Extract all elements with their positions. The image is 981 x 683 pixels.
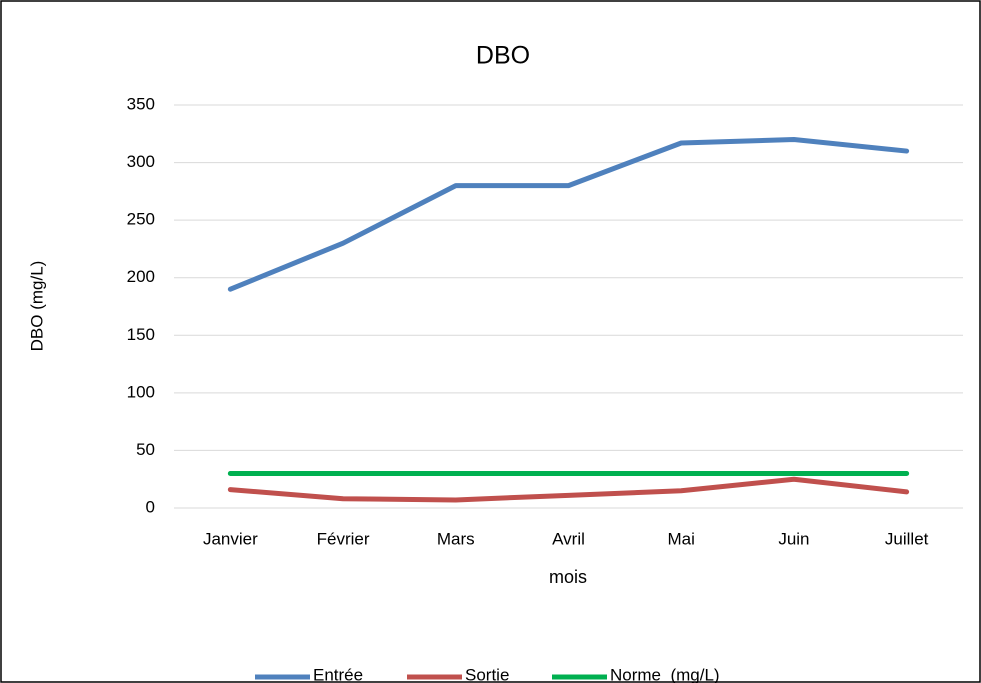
y-tick-label: 350 <box>127 94 155 113</box>
x-tick-label: Juin <box>778 529 809 548</box>
x-tick-label: Avril <box>552 529 585 548</box>
legend-label: Norme (mg/L) <box>610 665 720 683</box>
y-tick-label: 300 <box>127 152 155 171</box>
legend-label: Sortie <box>465 665 509 683</box>
series-line <box>227 476 910 503</box>
y-tick-label: 250 <box>127 210 155 229</box>
legend-label: Entrée <box>313 665 363 683</box>
x-tick-label: Mai <box>668 529 695 548</box>
y-axis-label: DBO (mg/L) <box>27 261 46 352</box>
chart-title: DBO <box>476 42 530 70</box>
y-tick-label: 200 <box>127 267 155 286</box>
y-tick-label: 150 <box>127 325 155 344</box>
y-tick-label: 50 <box>136 440 155 459</box>
x-tick-label: Janvier <box>203 529 258 548</box>
series-line <box>227 137 910 292</box>
x-tick-label: Février <box>317 529 370 548</box>
x-tick-label: Juillet <box>885 529 929 548</box>
y-tick-label: 100 <box>127 382 155 401</box>
x-tick-label: Mars <box>437 529 475 548</box>
y-tick-label: 0 <box>146 497 155 516</box>
x-axis-label: mois <box>549 567 587 587</box>
